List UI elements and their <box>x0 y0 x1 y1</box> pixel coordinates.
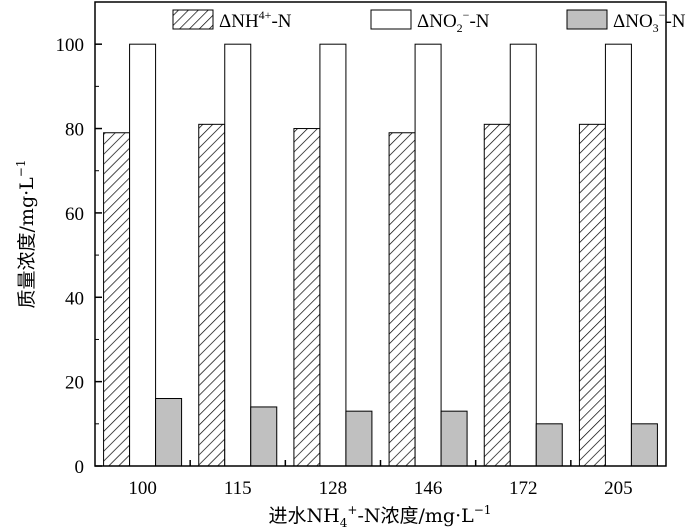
y-tick-label-0: 0 <box>75 457 85 478</box>
y-tick-label-100: 100 <box>56 35 85 56</box>
x-tick-label-100: 100 <box>128 478 157 499</box>
y-axis-title-text: 质量浓度/mg·L <box>16 177 38 309</box>
legend-label-suffix: -N <box>665 11 685 32</box>
bar-series-1-205 <box>579 124 605 466</box>
y-axis-title: 质量浓度/mg·L−1 <box>14 160 38 309</box>
x-axis-title-text: 进水NH <box>269 505 340 527</box>
bar-series-3-205 <box>631 424 657 466</box>
x-tick-label-115: 115 <box>224 478 252 499</box>
legend: ΔNH4+-N ΔNO2−-N ΔNO3−-N <box>173 8 686 35</box>
x-axis-title-text-2: -N浓度/mg·L <box>357 505 474 527</box>
y-tick-label-40: 40 <box>65 288 84 309</box>
y-axis-title-superscript: −1 <box>14 160 28 178</box>
bars-group <box>104 44 658 466</box>
bar-series-2-100 <box>130 44 156 466</box>
bar-series-1-172 <box>484 124 510 466</box>
legend-label-2: ΔNO2−-N <box>417 8 490 35</box>
bar-series-3-100 <box>156 399 182 466</box>
bar-series-1-146 <box>389 133 415 466</box>
legend-label-superscript: 2 <box>457 21 463 35</box>
legend-label-main: ΔNH <box>219 11 259 32</box>
bar-series-2-146 <box>415 44 441 466</box>
legend-label-main: ΔNO <box>613 11 653 32</box>
bar-series-3-172 <box>536 424 562 466</box>
x-axis-title-subscript: 4 <box>340 516 348 529</box>
legend-swatch-1 <box>173 10 213 29</box>
bar-series-1-128 <box>294 129 320 466</box>
bar-series-2-172 <box>510 44 536 466</box>
legend-label-superscript: 3 <box>653 21 659 35</box>
legend-label-3: ΔNO3−-N <box>613 8 686 35</box>
y-tick-label-60: 60 <box>65 204 84 225</box>
x-axis-title-superscript: + <box>347 503 357 517</box>
legend-label-suffix: -N <box>271 11 291 32</box>
legend-swatch-3 <box>567 10 607 29</box>
bar-series-1-115 <box>199 124 225 466</box>
x-axis-title-superscript-2: −1 <box>474 503 492 517</box>
x-tick-label-172: 172 <box>509 478 538 499</box>
bar-series-3-146 <box>441 411 467 466</box>
legend-label-main: ΔNO <box>417 11 457 32</box>
x-axis-title: 进水NH4+-N浓度/mg·L−1 <box>269 503 492 529</box>
bar-series-3-128 <box>346 411 372 466</box>
bar-series-2-115 <box>225 44 251 466</box>
bar-series-1-100 <box>104 133 130 466</box>
legend-swatch-2 <box>371 10 411 29</box>
y-tick-label-80: 80 <box>65 120 84 141</box>
bar-series-2-128 <box>320 44 346 466</box>
x-tick-label-205: 205 <box>604 478 633 499</box>
legend-label-1: ΔNH4+-N <box>219 8 292 32</box>
y-tick-label-20: 20 <box>65 373 84 394</box>
legend-label-suffix: -N <box>469 11 489 32</box>
bar-series-3-115 <box>251 407 277 466</box>
x-tick-label-146: 146 <box>414 478 443 499</box>
x-tick-label-128: 128 <box>319 478 348 499</box>
bar-series-2-205 <box>605 44 631 466</box>
